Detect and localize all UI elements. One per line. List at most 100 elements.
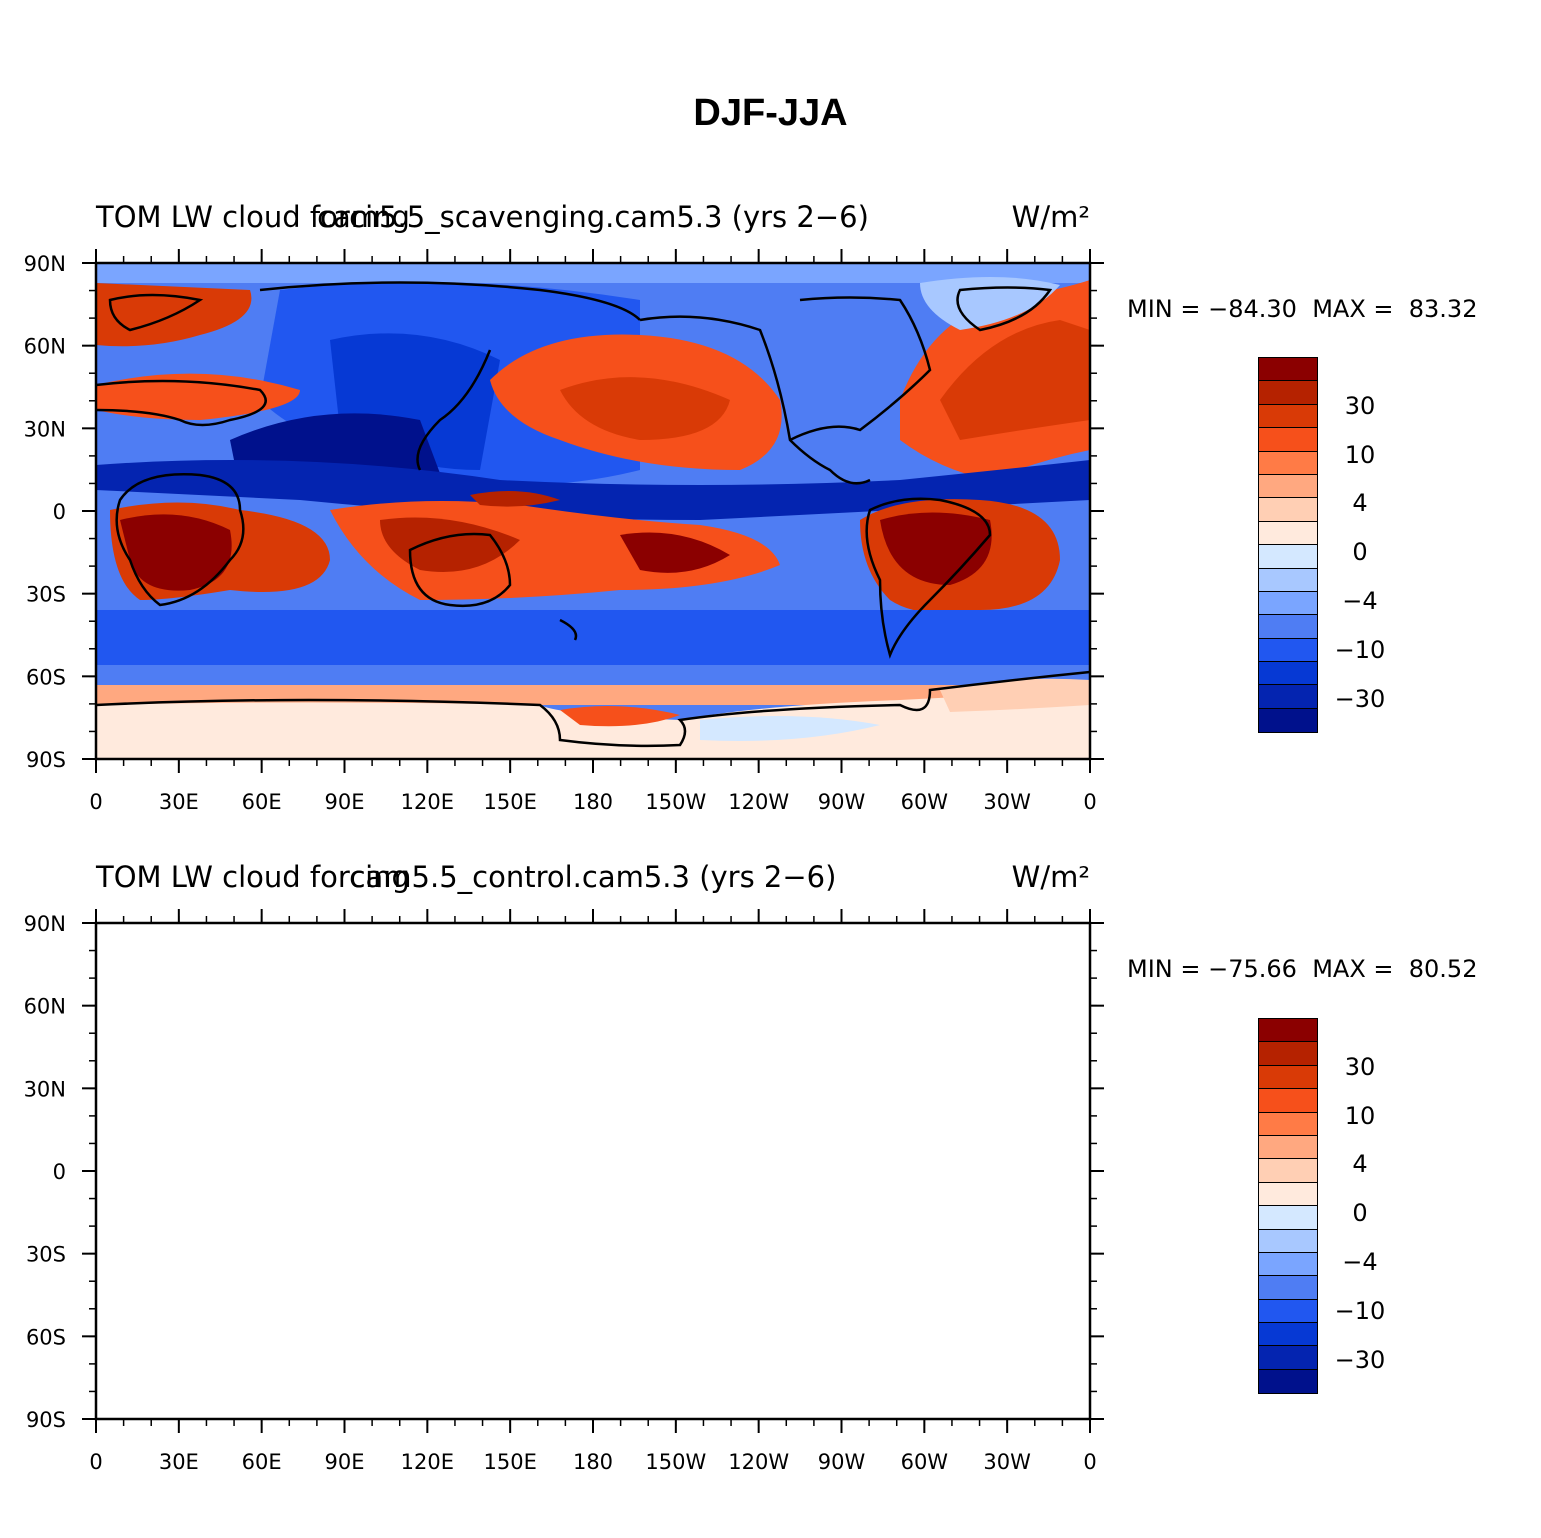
colorbar-swatch: [1259, 521, 1317, 546]
colorbar-swatch: [1259, 1276, 1317, 1300]
lon-tick-label: 150E: [483, 1450, 536, 1474]
lon-tick-label: 150W: [645, 1450, 706, 1474]
contour-field: [96, 923, 1090, 1419]
colorbar-swatch: [1259, 708, 1317, 733]
colorbar-tick-label: −30: [1334, 684, 1386, 713]
lon-tick-label: 0: [89, 790, 102, 814]
colorbar-swatch: [1259, 1229, 1317, 1253]
lon-tick-label: 0: [1083, 790, 1096, 814]
colorbar-swatch: [1259, 1112, 1317, 1136]
lon-tick-label: 30E: [159, 790, 199, 814]
map-panel-2: TOM LW cloud forcing cam5.5_control.cam5…: [0, 860, 1541, 1520]
lat-tick-label: 60N: [24, 995, 66, 1019]
lat-tick-label: 30N: [24, 1077, 66, 1101]
lat-tick-label: 90S: [26, 1408, 66, 1432]
min-value: MIN = −84.30: [1127, 295, 1297, 323]
lat-tick-label: 90N: [24, 252, 66, 276]
min-value: MIN = −75.66: [1127, 955, 1297, 983]
colorbar-swatch: [1259, 358, 1317, 382]
colorbar-tick-label: −4: [1342, 587, 1378, 615]
colorbar-swatch: [1259, 474, 1317, 499]
panel-left-title: TOM LW cloud forcing: [96, 860, 410, 894]
lat-tick-label: 90S: [26, 748, 66, 772]
lon-tick-label: 150W: [645, 790, 706, 814]
colorbar-swatch: [1259, 1346, 1317, 1370]
lon-tick-label: 90E: [325, 1450, 365, 1474]
min-max-readout: MIN = −84.30 MAX = 83.32: [1127, 295, 1477, 323]
colorbar-tick-label: −4: [1342, 1248, 1378, 1276]
colorbar-swatch: [1259, 615, 1317, 639]
lat-tick-label: 0: [53, 500, 66, 524]
lon-tick-label: 60E: [242, 790, 282, 814]
colorbar-tick-label: −10: [1334, 1296, 1386, 1325]
colorbar-tick-label: 30: [1344, 391, 1376, 420]
lon-tick-label: 30W: [983, 1450, 1031, 1474]
colorbar-swatch: [1259, 545, 1317, 569]
lat-tick-label: 60S: [26, 665, 66, 689]
figure-title: DJF-JJA: [693, 92, 848, 134]
panel-case-title: cam5.5_control.cam5.3 (yrs 2−6): [349, 860, 837, 894]
lon-tick-label: 60E: [242, 1450, 282, 1474]
lon-tick-label: 30E: [159, 1450, 199, 1474]
lon-tick-label: 0: [89, 1450, 102, 1474]
colorbar-swatch: [1259, 638, 1317, 663]
lon-tick-label: 90E: [325, 790, 365, 814]
panel-units: W/m²: [1011, 200, 1090, 234]
lat-tick-label: 30N: [24, 417, 66, 441]
colorbar-tick-label: 4: [1352, 1150, 1368, 1179]
lat-tick-label: 30S: [26, 1243, 66, 1267]
lat-tick-label: 60S: [26, 1325, 66, 1349]
colorbar-tick-label: 0: [1352, 1199, 1368, 1228]
colorbar-swatch: [1259, 1042, 1317, 1066]
lon-tick-label: 120E: [401, 1450, 454, 1474]
colorbar-swatch: [1259, 498, 1317, 522]
max-value: MAX = 80.52: [1312, 955, 1478, 983]
colorbar-swatch: [1259, 1252, 1317, 1277]
lon-tick-label: 180: [573, 790, 613, 814]
colorbar-swatch: [1259, 591, 1317, 616]
colorbar-swatch: [1259, 1299, 1317, 1324]
colorbar-tick-label: −30: [1334, 1345, 1386, 1374]
colorbar-swatch: [1259, 1135, 1317, 1160]
lon-tick-label: 30W: [983, 790, 1031, 814]
lon-tick-label: 0: [1083, 1450, 1096, 1474]
colorbar-swatch: [1259, 1065, 1317, 1090]
axis-ticks: [82, 249, 1104, 773]
lon-tick-label: 120W: [728, 1450, 789, 1474]
lon-tick-label: 120W: [728, 790, 789, 814]
colorbar-swatch: [1259, 1206, 1317, 1230]
map-plot-1: 0 30E 60E 90E 120E 150E 180 150W 120W 90W 60W 30W 09…: [24, 249, 1104, 814]
lon-tick-label: 60W: [901, 790, 949, 814]
map-panel-1: TOM LW cloud forcing cam5.5_scavenging.c…: [0, 200, 1541, 860]
colorbar-tick-label: 10: [1344, 1101, 1376, 1130]
lon-tick-label: 180: [573, 1450, 613, 1474]
colorbar-tick-label: −10: [1334, 635, 1386, 664]
colorbar-swatch: [1259, 381, 1317, 405]
lat-tick-label: 60N: [24, 335, 66, 359]
colorbar-swatch: [1259, 1323, 1317, 1347]
colorbar-1: [1258, 357, 1318, 734]
min-max-readout: MIN = −75.66 MAX = 80.52: [1127, 955, 1477, 983]
lon-tick-label: 60W: [901, 1450, 949, 1474]
colorbar-swatch: [1259, 568, 1317, 592]
max-value: MAX = 83.32: [1312, 295, 1478, 323]
lon-tick-label: 90W: [818, 790, 866, 814]
panel-units: W/m²: [1011, 860, 1090, 894]
lon-tick-label: 150E: [483, 790, 536, 814]
lon-tick-label: 120E: [401, 790, 454, 814]
colorbar-swatch: [1259, 662, 1317, 686]
colorbar-swatch: [1259, 404, 1317, 429]
colorbar-tick-label: 4: [1352, 489, 1368, 518]
lat-tick-label: 0: [53, 1160, 66, 1184]
panel-left-title: TOM LW cloud forcing: [96, 200, 410, 234]
colorbar-tick-label: 0: [1352, 538, 1368, 567]
axis-ticks: [82, 909, 1104, 1433]
lat-tick-label: 90N: [24, 912, 66, 936]
coastlines: [96, 281, 1090, 748]
contour-field: [96, 263, 1090, 759]
colorbar-tick-label: 30: [1344, 1052, 1376, 1081]
colorbar-swatch: [1259, 1369, 1317, 1394]
lat-tick-label: 30S: [26, 583, 66, 607]
colorbar-swatch: [1259, 451, 1317, 475]
